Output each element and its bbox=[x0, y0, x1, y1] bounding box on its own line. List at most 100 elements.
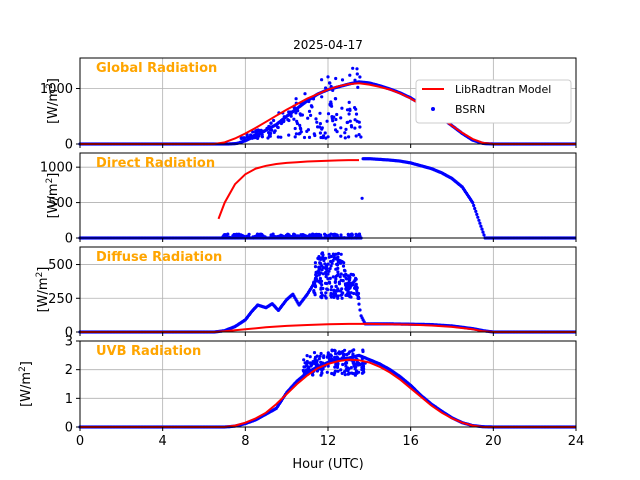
y-tick-label: 1000 bbox=[40, 82, 73, 97]
bsrn-point bbox=[340, 296, 344, 300]
bsrn-point bbox=[333, 123, 337, 127]
bsrn-point bbox=[331, 252, 335, 256]
bsrn-point bbox=[309, 364, 313, 368]
bsrn-point bbox=[330, 349, 334, 353]
bsrn-point bbox=[335, 130, 339, 134]
model-line bbox=[80, 82, 576, 145]
bsrn-point bbox=[344, 276, 348, 280]
bsrn-point bbox=[351, 66, 355, 70]
bsrn-point bbox=[313, 265, 318, 269]
bsrn-point bbox=[317, 232, 321, 237]
bsrn-point bbox=[296, 234, 301, 238]
bsrn-point bbox=[287, 133, 291, 137]
bsrn-point bbox=[321, 253, 325, 257]
y-axis-label: [W/m2] bbox=[18, 361, 34, 407]
bsrn-point bbox=[305, 129, 309, 133]
bsrn-point bbox=[336, 251, 341, 256]
panel-0: 0 1000 Global Radiation [W/m2] bbox=[40, 57, 577, 153]
bsrn-point bbox=[348, 108, 352, 112]
y-tick-label: 1 bbox=[65, 392, 73, 407]
x-tick-label: 12 bbox=[320, 434, 337, 449]
bsrn-point bbox=[237, 232, 241, 236]
bsrn-point bbox=[324, 136, 328, 140]
bsrn-point bbox=[251, 130, 255, 134]
bsrn-point bbox=[336, 289, 341, 293]
bsrn-point bbox=[360, 357, 364, 361]
bsrn-point bbox=[275, 235, 279, 239]
bsrn-point bbox=[306, 99, 311, 103]
bsrn-point bbox=[258, 234, 263, 238]
bsrn-point bbox=[336, 351, 340, 355]
bsrn-point bbox=[289, 235, 293, 239]
bsrn-point bbox=[300, 113, 304, 117]
bsrn-point bbox=[299, 130, 303, 134]
bsrn-point bbox=[319, 351, 323, 356]
bsrn-point bbox=[335, 273, 339, 278]
bsrn-point bbox=[334, 117, 338, 122]
bsrn-point bbox=[327, 252, 331, 256]
bsrn-point bbox=[331, 292, 335, 296]
bsrn-point bbox=[328, 281, 332, 285]
bsrn-point bbox=[282, 115, 286, 119]
bsrn-point bbox=[313, 281, 317, 285]
bsrn-point bbox=[345, 352, 349, 357]
bsrn-point bbox=[320, 283, 324, 287]
bsrn-point bbox=[321, 257, 325, 261]
bsrn-point bbox=[478, 221, 482, 225]
bsrn-point bbox=[351, 273, 356, 277]
y-tick-label: 500 bbox=[48, 196, 73, 211]
bsrn-point bbox=[331, 88, 335, 92]
bsrn-point bbox=[324, 296, 328, 300]
model-line bbox=[80, 322, 576, 333]
bsrn-point bbox=[326, 262, 330, 266]
bsrn-point bbox=[335, 262, 339, 266]
bsrn-point bbox=[333, 369, 337, 373]
bsrn-point bbox=[311, 373, 315, 377]
bsrn-point bbox=[260, 135, 264, 139]
bsrn-point bbox=[321, 361, 325, 365]
chart-title: 2025-04-17 bbox=[293, 38, 363, 52]
bsrn-point bbox=[342, 274, 346, 278]
bsrn-point bbox=[336, 369, 340, 373]
bsrn-point bbox=[353, 126, 357, 130]
bsrn-point bbox=[340, 350, 344, 354]
bsrn-point bbox=[313, 133, 317, 138]
y-axis-label: [W/m2] bbox=[45, 78, 61, 124]
bsrn-point bbox=[268, 134, 272, 138]
bsrn-point bbox=[339, 272, 343, 276]
bsrn-point bbox=[289, 114, 293, 118]
bsrn-point bbox=[475, 212, 479, 216]
bsrn-point bbox=[270, 128, 274, 132]
bsrn-point bbox=[354, 371, 358, 375]
bsrn-point bbox=[356, 296, 361, 300]
bsrn-point bbox=[294, 234, 298, 238]
y-tick-label: 0 bbox=[65, 421, 73, 436]
bsrn-point bbox=[329, 288, 333, 292]
bsrn-point bbox=[240, 136, 244, 140]
bsrn-point bbox=[313, 277, 317, 281]
bsrn-point bbox=[480, 227, 484, 231]
bsrn-point bbox=[345, 285, 349, 289]
bsrn-point bbox=[279, 135, 283, 139]
bsrn-point bbox=[318, 354, 322, 358]
bsrn-point bbox=[335, 365, 340, 369]
bsrn-point bbox=[344, 364, 348, 368]
bsrn-point bbox=[320, 296, 324, 300]
bsrn-point bbox=[223, 235, 228, 239]
bsrn-point bbox=[350, 356, 355, 360]
x-tick-label: 0 bbox=[76, 434, 84, 449]
bsrn-point bbox=[356, 85, 360, 89]
bsrn-point bbox=[339, 278, 343, 282]
bsrn-point bbox=[319, 291, 323, 295]
bsrn-point bbox=[255, 130, 259, 134]
bsrn-point bbox=[318, 276, 322, 281]
bsrn-point bbox=[317, 357, 321, 361]
bsrn-point bbox=[361, 348, 365, 352]
bsrn-point bbox=[345, 108, 350, 112]
bsrn-point bbox=[294, 132, 298, 136]
bsrn-point bbox=[354, 282, 358, 286]
bsrn-point bbox=[474, 209, 478, 213]
bsrn-point bbox=[326, 277, 330, 281]
bsrn-point bbox=[346, 372, 350, 376]
